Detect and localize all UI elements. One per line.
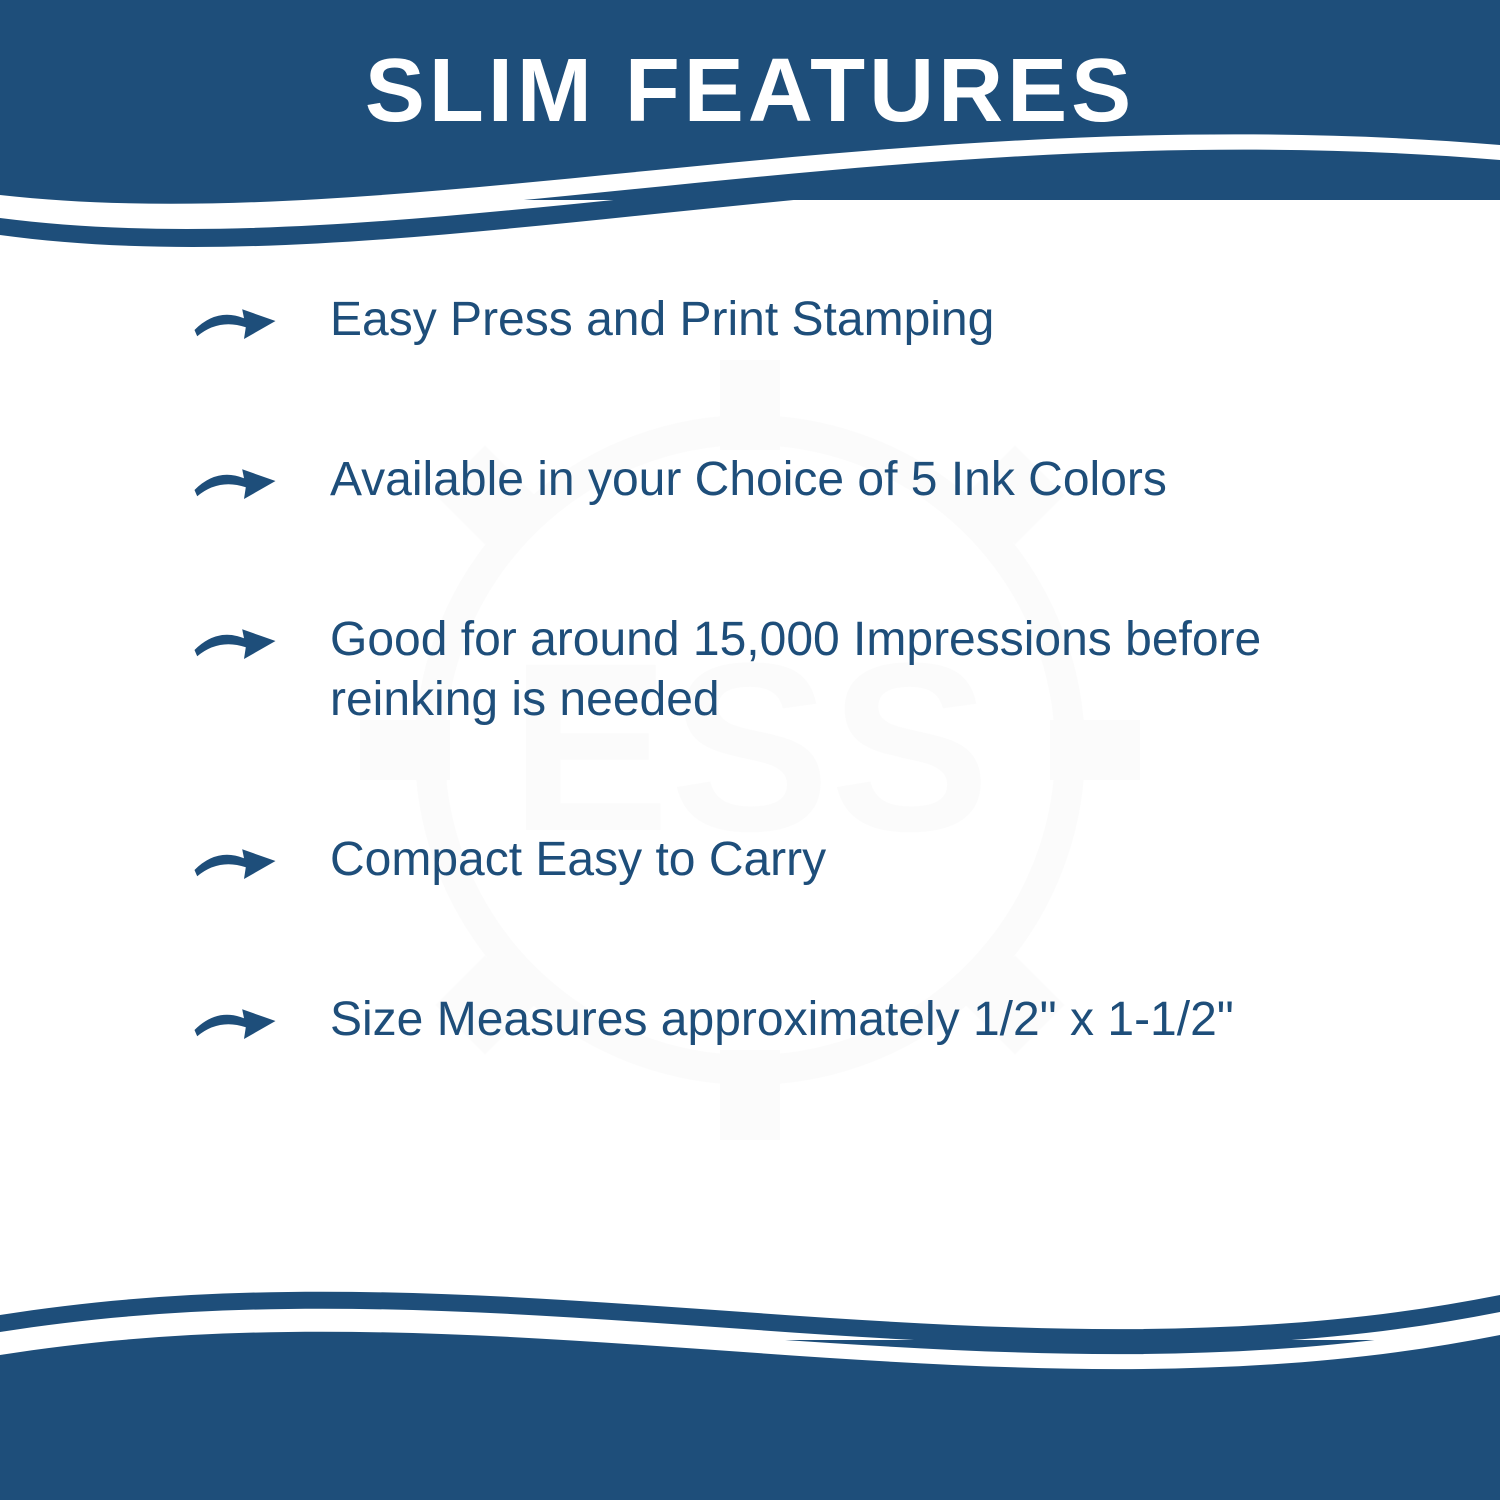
feature-item: Good for around 15,000 Impressions befor… [190, 610, 1360, 730]
feature-item: Easy Press and Print Stamping [190, 290, 1360, 350]
footer-background [0, 1340, 1500, 1500]
infographic-card: SLIM FEATURES ESS Easy Press and Print S… [0, 0, 1500, 1500]
page-title: SLIM FEATURES [0, 40, 1500, 143]
feature-text: Compact Easy to Carry [330, 830, 1360, 890]
feature-item: Available in your Choice of 5 Ink Colors [190, 450, 1360, 510]
feature-item: Compact Easy to Carry [190, 830, 1360, 890]
arrow-icon [190, 996, 280, 1046]
arrow-icon [190, 836, 280, 886]
feature-text: Size Measures approximately 1/2" x 1-1/2… [330, 990, 1360, 1050]
feature-text: Available in your Choice of 5 Ink Colors [330, 450, 1360, 510]
arrow-icon [190, 616, 280, 666]
feature-item: Size Measures approximately 1/2" x 1-1/2… [190, 990, 1360, 1050]
arrow-icon [190, 456, 280, 506]
features-list: Easy Press and Print Stamping Available … [190, 290, 1360, 1150]
arrow-icon [190, 296, 280, 346]
feature-text: Easy Press and Print Stamping [330, 290, 1360, 350]
feature-text: Good for around 15,000 Impressions befor… [330, 610, 1360, 730]
